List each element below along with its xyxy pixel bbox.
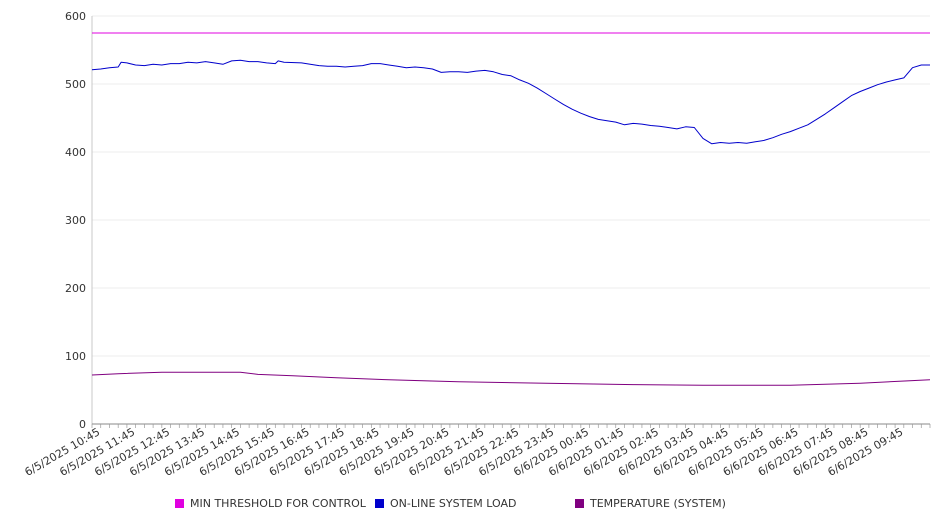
legend-swatch-system-load xyxy=(375,499,384,508)
legend-label-system-load: ON-LINE SYSTEM LOAD xyxy=(390,497,517,510)
y-tick-label-300: 300 xyxy=(65,214,86,227)
system-load-line xyxy=(91,59,930,145)
y-tick-label-100: 100 xyxy=(65,350,86,363)
legend-item-system-load[interactable]: ON-LINE SYSTEM LOAD xyxy=(375,497,516,510)
legend-label-min-threshold: MIN THRESHOLD FOR CONTROL xyxy=(190,497,366,510)
legend-label-temperature: TEMPERATURE (SYSTEM) xyxy=(590,497,726,510)
y-tick-label-600: 600 xyxy=(65,10,86,23)
legend: MIN THRESHOLD FOR CONTROL ON-LINE SYSTEM… xyxy=(0,497,946,515)
legend-item-min-threshold[interactable]: MIN THRESHOLD FOR CONTROL xyxy=(175,497,366,510)
legend-swatch-temperature xyxy=(575,499,584,508)
y-tick-label-500: 500 xyxy=(65,78,86,91)
legend-swatch-min-threshold xyxy=(175,499,184,508)
y-tick-label-200: 200 xyxy=(65,282,86,295)
legend-item-temperature[interactable]: TEMPERATURE (SYSTEM) xyxy=(575,497,726,510)
y-tick-label-400: 400 xyxy=(65,146,86,159)
temperature-line xyxy=(91,371,931,386)
y-tick-label-0: 0 xyxy=(79,418,86,431)
